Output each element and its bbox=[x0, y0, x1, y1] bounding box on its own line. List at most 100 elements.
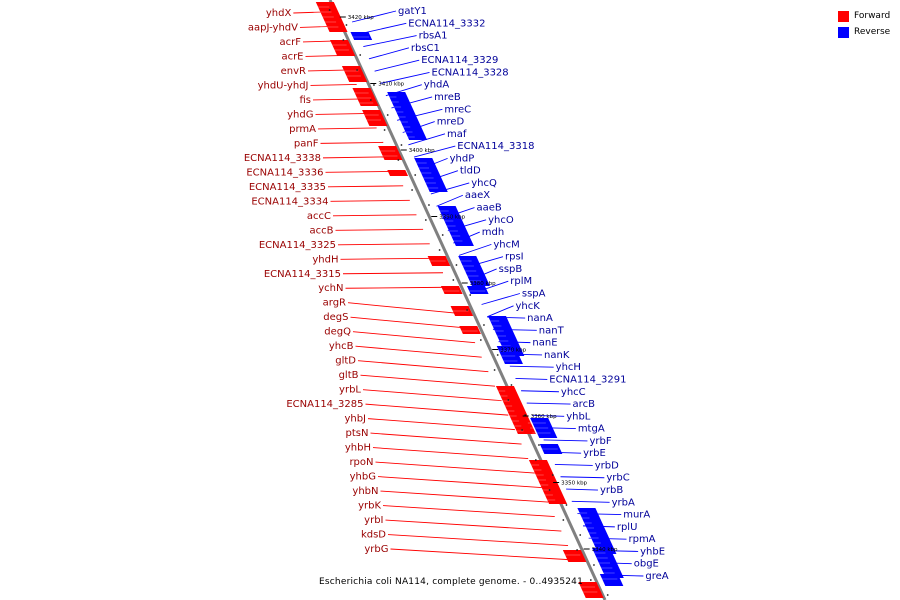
reverse-leader-line bbox=[436, 194, 464, 207]
kbp-tick-label: 3390 kbp bbox=[439, 215, 465, 221]
forward-gene-label-argr: argR bbox=[323, 298, 346, 309]
forward-gene-label-ptsn: ptsN bbox=[346, 428, 369, 439]
backbone-marker bbox=[455, 264, 458, 266]
forward-leader-line bbox=[327, 185, 404, 188]
forward-leader-line bbox=[372, 447, 529, 460]
reverse-gene-label-sspa: sspA bbox=[522, 289, 546, 300]
backbone-marker bbox=[562, 519, 565, 521]
forward-gene-label-yrbl: yrbL bbox=[339, 385, 361, 396]
forward-leader-line bbox=[345, 286, 450, 289]
forward-leader-line bbox=[387, 534, 569, 546]
reverse-gene-label-yhda: yhdA bbox=[424, 80, 450, 91]
backbone-marker bbox=[534, 459, 537, 461]
reverse-gene-label-yhck: yhcK bbox=[516, 301, 541, 312]
backbone-marker bbox=[428, 204, 430, 206]
forward-gene-label-yhdh: yhdH bbox=[312, 254, 338, 265]
backbone-marker bbox=[373, 84, 375, 86]
backbone-marker bbox=[493, 369, 496, 371]
legend: Forward Reverse bbox=[838, 8, 898, 40]
kbp-tick-label: 3380 kbp bbox=[470, 281, 496, 287]
backbone-marker bbox=[507, 399, 510, 401]
forward-leader-line bbox=[325, 170, 397, 173]
forward-gene-block bbox=[315, 2, 348, 32]
reverse-gene-label-rbsa1: rbsA1 bbox=[419, 31, 448, 42]
reverse-leader-line bbox=[560, 476, 605, 479]
forward-gene-block bbox=[362, 110, 388, 126]
forward-leader-line bbox=[347, 302, 462, 315]
backbone-marker bbox=[424, 219, 427, 221]
reverse-gene-label-mred: mreD bbox=[437, 117, 465, 128]
reverse-leader-line bbox=[374, 59, 420, 72]
backbone-marker bbox=[342, 39, 345, 41]
forward-leader-line bbox=[293, 11, 324, 14]
backbone-marker bbox=[359, 54, 362, 56]
kbp-tick-label: 3400 kbp bbox=[409, 148, 435, 154]
reverse-gene-label-yhco: yhcO bbox=[488, 215, 514, 226]
reverse-gene-block bbox=[458, 256, 490, 286]
forward-gene-label-yhbj: yhbJ bbox=[344, 414, 366, 425]
reverse-leader-line bbox=[363, 35, 417, 48]
forward-gene-label-yrbk: yrbK bbox=[358, 501, 381, 512]
forward-gene-block bbox=[495, 386, 536, 434]
forward-gene-label-acrf: acrF bbox=[280, 37, 302, 48]
reverse-gene-label-ecna114-3329: ECNA114_3329 bbox=[421, 55, 498, 66]
reverse-leader-line bbox=[509, 365, 554, 368]
reverse-gene-label-yhch: yhcH bbox=[556, 362, 581, 373]
reverse-gene-label-obge: obgE bbox=[634, 559, 659, 570]
forward-leader-line bbox=[299, 26, 331, 28]
forward-gene-block bbox=[562, 550, 587, 562]
forward-leader-line bbox=[312, 98, 364, 101]
forward-gene-block bbox=[427, 256, 451, 266]
reverse-gene-label-rpma: rpmA bbox=[628, 534, 655, 545]
reverse-gene-label-nank: nanK bbox=[544, 350, 570, 361]
legend-item-forward: Forward bbox=[838, 8, 898, 24]
backbone-marker bbox=[510, 384, 513, 386]
backbone-marker bbox=[466, 309, 468, 311]
backbone-marker bbox=[606, 594, 609, 596]
reverse-swatch bbox=[838, 26, 849, 38]
genome-caption: Escherichia coli NA114, complete genome.… bbox=[319, 577, 584, 587]
reverse-gene-label-ecna114-3291: ECNA114_3291 bbox=[549, 374, 626, 385]
reverse-gene-block bbox=[387, 92, 428, 140]
forward-leader-line bbox=[390, 548, 575, 561]
backbone-marker bbox=[452, 279, 455, 281]
forward-gene-label-yhdu-yhdj: yhdU-yhdJ bbox=[258, 80, 309, 91]
backbone-marker bbox=[521, 429, 523, 431]
forward-leader-line bbox=[350, 316, 469, 329]
reverse-gene-block bbox=[496, 346, 523, 364]
forward-gene-block bbox=[578, 582, 604, 598]
reverse-gene-label-mura: murA bbox=[623, 510, 650, 521]
forward-gene-block bbox=[459, 326, 481, 334]
backbone-marker bbox=[328, 9, 331, 11]
legend-label-forward: Forward bbox=[854, 11, 891, 21]
backbone-marker bbox=[441, 234, 444, 236]
backbone-marker bbox=[524, 414, 527, 416]
reverse-leader-line bbox=[351, 10, 397, 23]
reverse-leader-line bbox=[430, 182, 470, 195]
forward-leader-line bbox=[360, 374, 496, 387]
forward-gene-label-ecna114-3334: ECNA114_3334 bbox=[251, 196, 328, 207]
backbone-marker bbox=[383, 129, 386, 131]
reverse-gene-label-rpsi: rpsI bbox=[505, 252, 524, 263]
backbone-marker bbox=[400, 144, 403, 146]
backbone-marker bbox=[593, 564, 595, 566]
forward-gene-label-degs: degS bbox=[323, 312, 348, 323]
reverse-gene-block bbox=[539, 444, 563, 454]
kbp-tick-label: 3340 kbp bbox=[592, 547, 618, 553]
backbone-marker bbox=[479, 339, 482, 341]
reverse-leader-line bbox=[487, 305, 514, 318]
backbone-marker bbox=[551, 474, 554, 476]
reverse-gene-label-nane: nanE bbox=[532, 338, 557, 349]
reverse-gene-block bbox=[599, 574, 624, 586]
backbone-marker bbox=[414, 174, 417, 176]
reverse-leader-line bbox=[532, 414, 565, 417]
forward-leader-line bbox=[332, 214, 417, 217]
reverse-gene-block bbox=[530, 418, 558, 438]
backbone-marker bbox=[483, 324, 485, 326]
reverse-gene-block bbox=[437, 206, 474, 246]
backbone-marker bbox=[397, 159, 400, 161]
reverse-gene-label-yhcm: yhcM bbox=[493, 239, 519, 250]
forward-gene-label-aapj-yhdv: aapJ-yhdV bbox=[248, 22, 298, 33]
backbone-marker bbox=[386, 114, 389, 116]
